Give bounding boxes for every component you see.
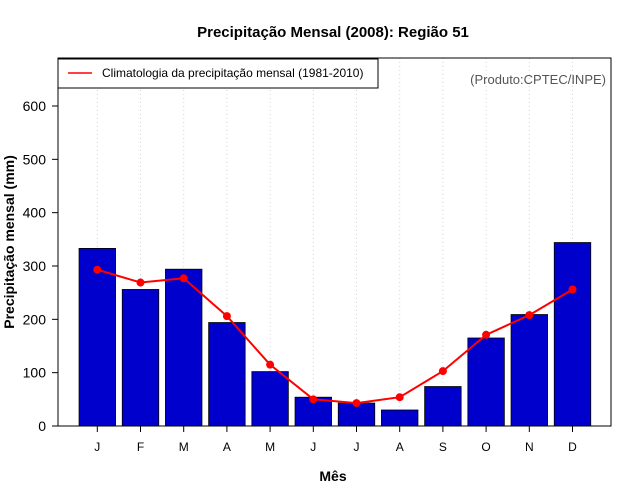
climatology-line xyxy=(97,268,574,405)
bar-8 xyxy=(424,386,462,427)
climatology-series xyxy=(93,265,577,408)
x-tick-label: D xyxy=(568,440,577,454)
bar-11 xyxy=(553,242,592,427)
climatology-point-7 xyxy=(395,393,404,402)
x-tick-label: F xyxy=(137,440,144,454)
x-tick-label: A xyxy=(223,440,231,454)
bar-2 xyxy=(165,268,203,427)
chart-title: Precipitação Mensal (2008): Região 51 xyxy=(197,24,469,41)
x-tick-label: S xyxy=(439,440,447,454)
bar-1 xyxy=(121,289,160,427)
x-tick-label: M xyxy=(265,440,275,454)
legend-box xyxy=(57,58,379,89)
climatology-point-6 xyxy=(352,399,361,408)
y-tick-label: 100 xyxy=(23,365,47,381)
y-tick-label: 200 xyxy=(23,311,47,327)
bar-7 xyxy=(381,409,419,427)
y-tick-label: 400 xyxy=(23,205,47,221)
climatology-point-1 xyxy=(136,278,145,287)
source-annotation: (Produto:CPTEC/INPE) xyxy=(470,72,606,87)
bar-3 xyxy=(208,322,246,427)
y-tick-label: 600 xyxy=(23,98,47,114)
y-axis: 0 100 200 300 400 500 600 xyxy=(23,98,58,434)
legend-label: Climatologia da precipitação mensal (198… xyxy=(102,66,363,80)
climatology-point-4 xyxy=(266,360,275,369)
plot-frame xyxy=(57,57,612,427)
y-tick-label: 300 xyxy=(23,258,47,274)
x-tick-label: A xyxy=(396,440,404,454)
bar-9 xyxy=(467,337,505,427)
climatology-point-11 xyxy=(568,285,577,294)
climatology-point-0 xyxy=(93,265,102,274)
x-tick-label: M xyxy=(179,440,189,454)
y-tick-label: 500 xyxy=(23,151,47,167)
climatology-point-8 xyxy=(438,367,447,376)
y-axis-title: Precipitação mensal (mm) xyxy=(1,155,17,329)
x-tick-label: J xyxy=(310,440,316,454)
climatology-point-2 xyxy=(179,274,188,283)
climatology-point-5 xyxy=(309,395,318,404)
x-tick-label: N xyxy=(525,440,534,454)
bar-10 xyxy=(510,314,548,427)
climatology-point-3 xyxy=(222,312,231,321)
climatology-point-10 xyxy=(525,311,534,320)
bar-0 xyxy=(78,247,116,427)
x-tick-label: J xyxy=(354,440,360,454)
y-tick-label: 0 xyxy=(38,418,46,434)
grid-lines xyxy=(96,58,573,426)
bar-4 xyxy=(251,371,289,427)
bars-series xyxy=(78,242,592,427)
x-axis-title: Mês xyxy=(319,468,346,484)
legend: Climatologia da precipitação mensal (198… xyxy=(57,58,379,89)
climatology-point-9 xyxy=(482,330,491,339)
x-tick-label: O xyxy=(481,440,490,454)
x-tick-label: J xyxy=(94,440,100,454)
